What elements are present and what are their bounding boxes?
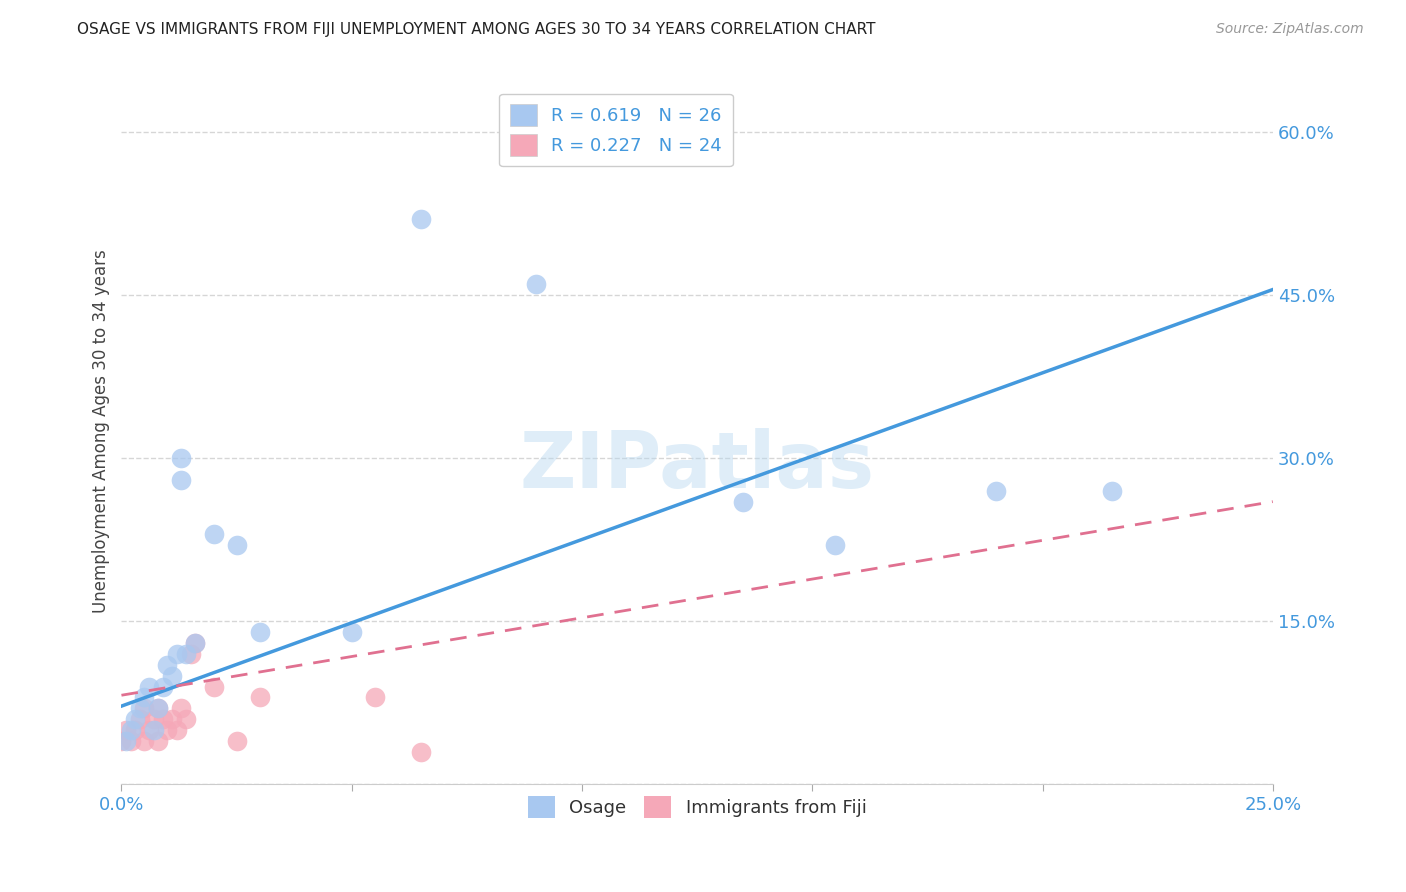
Point: [202, 527, 225, 541]
Point: [364, 690, 387, 705]
Point: [120, 734, 142, 748]
Point: [174, 712, 197, 726]
Point: [225, 734, 247, 748]
Point: [174, 647, 197, 661]
Point: [524, 277, 547, 291]
Text: ZIPatlas: ZIPatlas: [520, 428, 875, 504]
Point: [124, 712, 146, 726]
Point: [249, 690, 271, 705]
Point: [134, 734, 156, 748]
Point: [184, 636, 207, 650]
Point: [120, 723, 142, 737]
Point: [115, 723, 138, 737]
Point: [128, 712, 150, 726]
Point: [986, 483, 1008, 498]
Point: [166, 723, 188, 737]
Point: [142, 723, 165, 737]
Point: [184, 636, 207, 650]
Point: [110, 734, 132, 748]
Point: [166, 647, 188, 661]
Point: [180, 647, 202, 661]
Text: Source: ZipAtlas.com: Source: ZipAtlas.com: [1216, 22, 1364, 37]
Point: [225, 538, 247, 552]
Point: [170, 473, 193, 487]
Point: [340, 625, 363, 640]
Point: [409, 745, 432, 759]
Point: [156, 723, 179, 737]
Point: [152, 712, 174, 726]
Point: [249, 625, 271, 640]
Point: [115, 734, 138, 748]
Point: [138, 723, 160, 737]
Point: [152, 680, 174, 694]
Point: [128, 701, 150, 715]
Point: [134, 690, 156, 705]
Point: [124, 723, 146, 737]
Point: [1101, 483, 1123, 498]
Point: [138, 680, 160, 694]
Y-axis label: Unemployment Among Ages 30 to 34 years: Unemployment Among Ages 30 to 34 years: [93, 249, 110, 613]
Point: [156, 657, 179, 672]
Point: [160, 668, 183, 682]
Legend: Osage, Immigrants from Fiji: Osage, Immigrants from Fiji: [520, 789, 875, 825]
Point: [170, 451, 193, 466]
Point: [142, 712, 165, 726]
Point: [409, 211, 432, 226]
Point: [148, 701, 170, 715]
Point: [148, 701, 170, 715]
Point: [733, 494, 755, 508]
Point: [160, 712, 183, 726]
Point: [148, 734, 170, 748]
Text: OSAGE VS IMMIGRANTS FROM FIJI UNEMPLOYMENT AMONG AGES 30 TO 34 YEARS CORRELATION: OSAGE VS IMMIGRANTS FROM FIJI UNEMPLOYME…: [77, 22, 876, 37]
Point: [134, 701, 156, 715]
Point: [202, 680, 225, 694]
Point: [170, 701, 193, 715]
Point: [824, 538, 846, 552]
